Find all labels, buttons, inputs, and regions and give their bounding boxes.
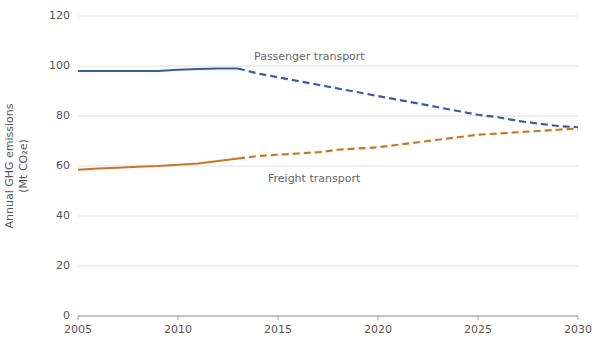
x-tick bbox=[178, 316, 179, 320]
grid-line bbox=[78, 16, 578, 17]
series-line bbox=[78, 159, 238, 170]
x-tick bbox=[78, 316, 79, 320]
series-line bbox=[78, 69, 238, 72]
lines bbox=[78, 69, 578, 170]
chart: 0 20 40 60 80 100 120 2005 2010 2015 2020 2025 2030 A… bbox=[0, 0, 600, 348]
series-line bbox=[238, 129, 578, 159]
annotation: Freight transport bbox=[268, 172, 361, 185]
annotation: Passenger transport bbox=[254, 50, 365, 63]
grid-line bbox=[78, 66, 578, 67]
y-tick-label: 20 bbox=[56, 259, 70, 272]
y-tick-label: 100 bbox=[49, 59, 70, 72]
y-tick-label: 80 bbox=[56, 109, 70, 122]
grid-line bbox=[78, 316, 578, 317]
x-tick-label: 2015 bbox=[264, 323, 292, 336]
x-tick bbox=[378, 316, 379, 320]
y-axis-label: Annual GHG emissions(Mt CO₂e) bbox=[3, 103, 30, 228]
y-tick-label: 120 bbox=[49, 9, 70, 22]
y-tick-label: 60 bbox=[56, 159, 70, 172]
x-tick bbox=[578, 316, 579, 320]
x-tick-label: 2020 bbox=[364, 323, 392, 336]
y-tick-label: 40 bbox=[56, 209, 70, 222]
x-tick-label: 2025 bbox=[464, 323, 492, 336]
x-axis-line bbox=[78, 316, 578, 317]
y-axis-label-line: (Mt CO₂e) bbox=[17, 139, 30, 192]
page: {"chart_data": {"type": "line", "ylabel"… bbox=[0, 0, 600, 348]
x-tick-label: 2010 bbox=[164, 323, 192, 336]
y-axis-label-line: Annual GHG emissions bbox=[3, 103, 16, 228]
y-grid bbox=[78, 16, 578, 316]
x-tick bbox=[478, 316, 479, 320]
grid-line bbox=[78, 116, 578, 117]
x-tick bbox=[278, 316, 279, 320]
y-tick-label: 0 bbox=[63, 309, 70, 322]
x-tick-label: 2030 bbox=[564, 323, 592, 336]
grid-line bbox=[78, 216, 578, 217]
grid-line bbox=[78, 266, 578, 267]
series-line bbox=[238, 69, 578, 128]
x-tick-label: 2005 bbox=[64, 323, 92, 336]
